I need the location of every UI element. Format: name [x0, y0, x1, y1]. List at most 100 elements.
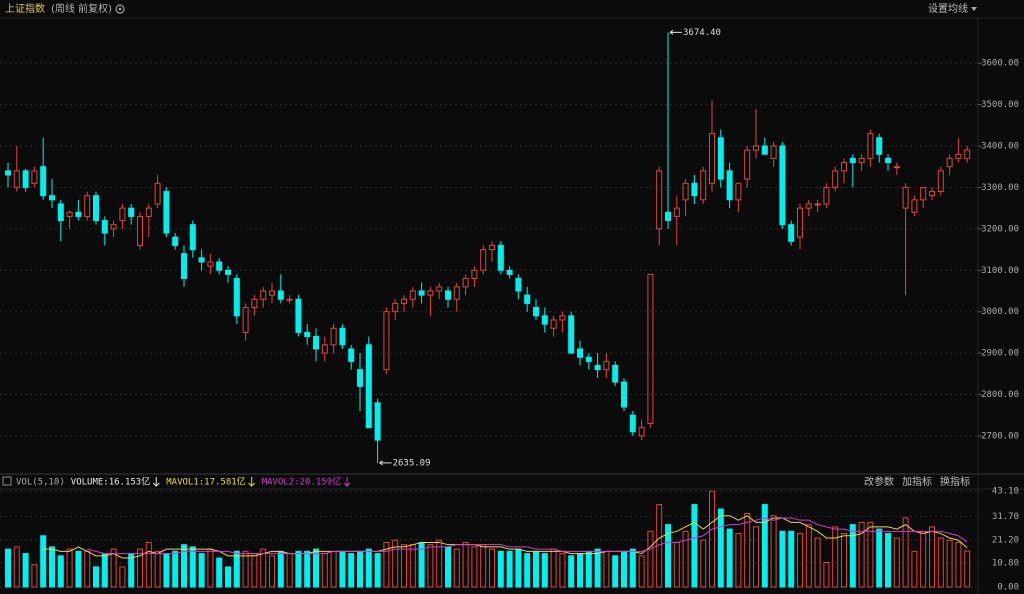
- help-icon[interactable]: [2, 476, 12, 486]
- volume-bar: [929, 526, 935, 588]
- candle-body: [814, 203, 821, 206]
- candle-body: [832, 170, 839, 188]
- candle-body: [823, 186, 830, 205]
- volume-bar: [57, 555, 64, 588]
- volume-bar: [93, 566, 99, 588]
- candle-body: [339, 327, 346, 346]
- volume-bar: [110, 548, 117, 588]
- candle-body: [946, 157, 953, 168]
- candle-body: [691, 182, 698, 197]
- volume-bar: [841, 533, 847, 588]
- indicator-button[interactable]: 改参数: [864, 475, 894, 488]
- volume-bar: [269, 555, 275, 588]
- legend-arrow: [248, 477, 256, 487]
- candle-body: [533, 307, 539, 317]
- y-tick-label: 3400.00: [981, 141, 1019, 151]
- candle-body: [313, 336, 319, 350]
- candle-body: [849, 157, 856, 164]
- candle-body: [955, 153, 962, 159]
- volume-bar: [462, 541, 469, 588]
- volume-bar: [647, 530, 654, 588]
- candle-body: [75, 211, 82, 217]
- candle-body: [964, 149, 971, 159]
- volume-bar: [541, 553, 548, 588]
- volume-bar: [163, 553, 170, 588]
- y-tick-label: 31.70: [992, 512, 1019, 522]
- volume-bar: [709, 490, 715, 588]
- volume-bar: [946, 539, 953, 588]
- volume-bar: [436, 539, 443, 588]
- candle-body: [770, 145, 777, 159]
- y-tick-label: 3200.00: [981, 224, 1019, 234]
- volume-bar: [22, 553, 29, 588]
- legend-entry: VOLUME:16.153亿: [71, 476, 150, 488]
- volume-bar: [876, 528, 883, 588]
- candle-body: [348, 348, 355, 362]
- candle-body: [409, 290, 416, 300]
- candle-body: [365, 344, 372, 429]
- candle-body: [286, 298, 293, 301]
- volume-bar: [893, 537, 900, 588]
- volume-bar: [225, 566, 231, 588]
- candle-body: [858, 157, 865, 164]
- candle-body: [867, 133, 874, 159]
- y-tick-label: 10.80: [992, 558, 1019, 568]
- candle-body: [709, 133, 715, 184]
- y-tick-label: 21.20: [992, 535, 1019, 545]
- indicator-button[interactable]: 加指标: [902, 475, 932, 488]
- legend-entry: MAVOL1:17.581亿: [166, 476, 245, 488]
- candle-body: [550, 319, 557, 329]
- volume-bar: [313, 548, 319, 588]
- candle-body: [401, 298, 407, 304]
- ma-settings-menu[interactable]: 设置均线: [928, 2, 968, 15]
- candle-body: [761, 145, 768, 155]
- candle-body: [181, 253, 187, 280]
- volume-bar: [49, 546, 55, 588]
- candle-body: [277, 290, 284, 300]
- candle-body: [594, 365, 601, 371]
- volume-bar: [524, 553, 531, 588]
- legend-arrow: [343, 477, 351, 487]
- candle-body: [603, 360, 610, 371]
- candle-body: [841, 162, 847, 172]
- volume-bar: [832, 526, 839, 588]
- candle-body: [392, 302, 399, 313]
- candle-body: [304, 331, 311, 338]
- candle-body: [57, 203, 64, 222]
- volume-bar: [383, 541, 390, 588]
- candle-body: [656, 170, 663, 230]
- volume-bar: [805, 524, 812, 588]
- indicator-button[interactable]: 换指标: [940, 475, 970, 488]
- candle-body: [717, 137, 724, 180]
- candle-body: [242, 307, 249, 333]
- candle-body: [436, 286, 443, 292]
- candle-body: [647, 273, 654, 425]
- volume-bar: [348, 553, 355, 588]
- volume-bar: [937, 537, 944, 588]
- candle-body: [629, 414, 636, 433]
- annotation-label: 3674.40: [683, 28, 721, 38]
- legend-arrow: [152, 477, 160, 487]
- volume-bar: [427, 544, 434, 588]
- candle-body: [163, 191, 170, 234]
- y-tick-label: 3500.00: [981, 100, 1019, 110]
- y-tick-label: 43.10: [992, 487, 1019, 497]
- candle-body: [13, 170, 20, 188]
- volume-bar: [216, 557, 223, 588]
- volume-bar: [445, 546, 451, 588]
- candle-body: [753, 145, 759, 151]
- candle-body: [577, 348, 583, 358]
- volume-bar: [744, 512, 751, 588]
- chart-subtitle: (周线 前复权): [51, 2, 112, 15]
- candle-body: [665, 211, 671, 222]
- volume-bar: [612, 555, 619, 588]
- candle-body: [735, 182, 742, 201]
- candle-body: [612, 365, 619, 383]
- annotation-arrow: [379, 460, 392, 466]
- candle-body: [779, 145, 786, 226]
- volume-bar: [357, 550, 363, 588]
- settings-icon[interactable]: [115, 4, 125, 14]
- volume-bar: [858, 521, 865, 588]
- volume-bar: [717, 508, 724, 588]
- y-tick-label: 2700.00: [981, 431, 1019, 441]
